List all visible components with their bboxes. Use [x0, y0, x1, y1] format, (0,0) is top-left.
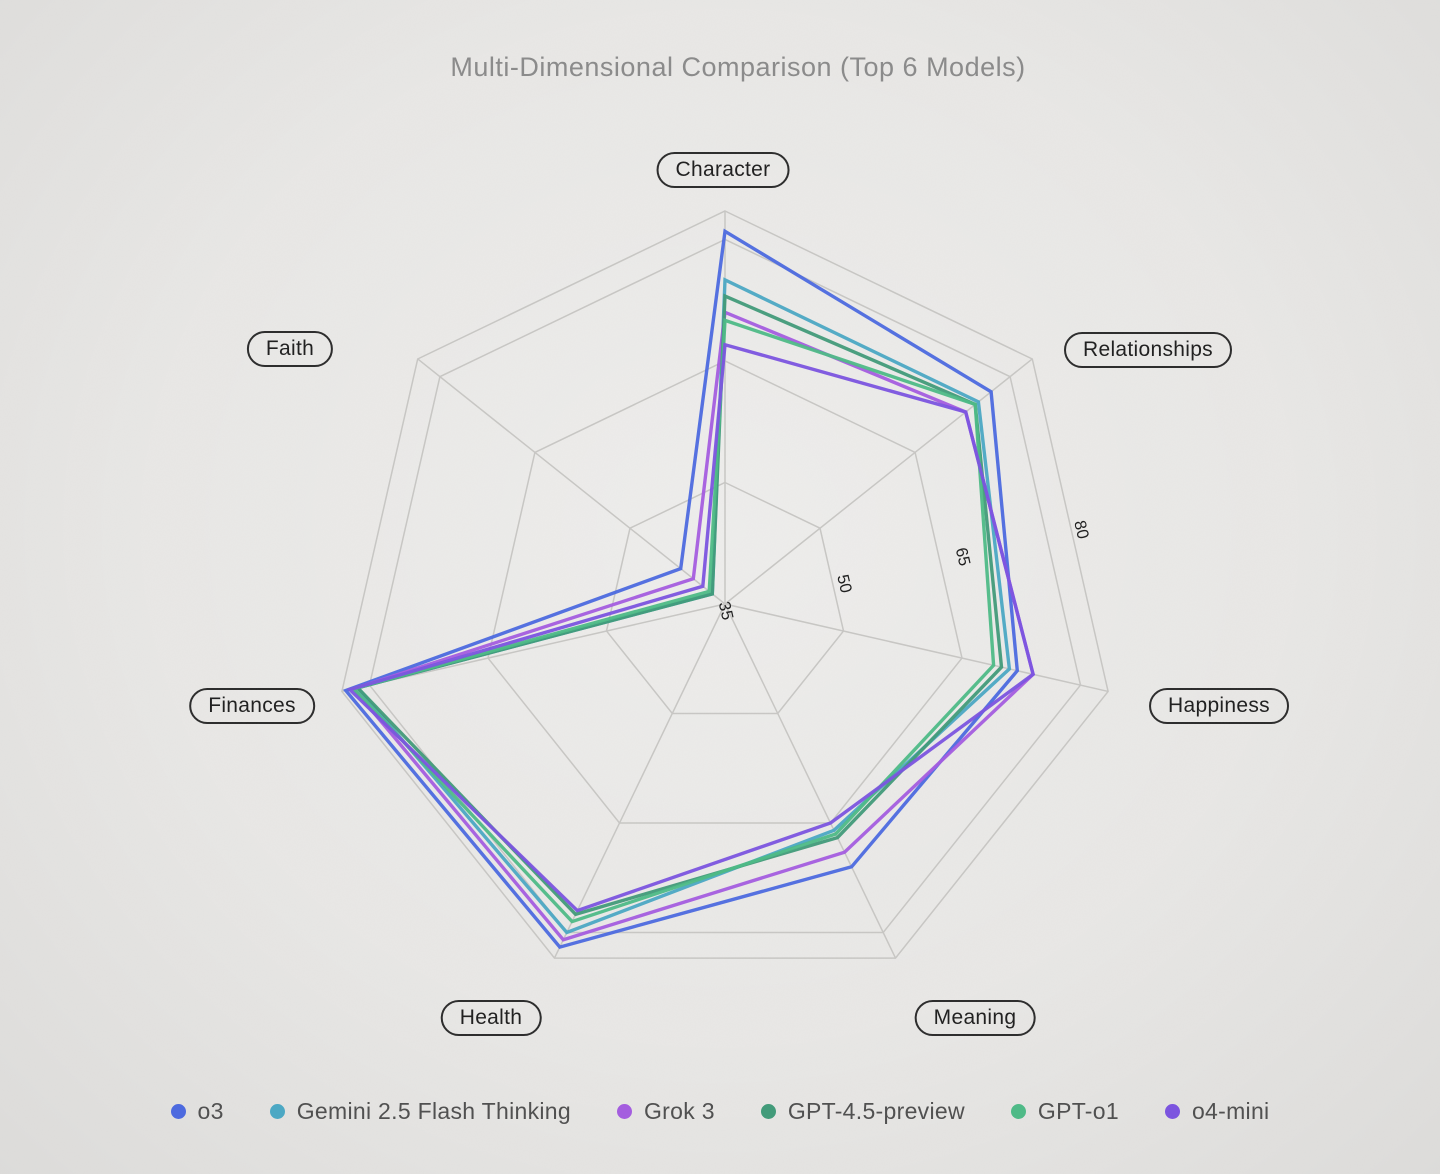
axis-spoke-meaning	[724, 603, 897, 959]
axis-label-relationships: Relationships	[1064, 332, 1232, 368]
axis-label-happiness: Happiness	[1149, 688, 1289, 724]
legend-label: Gemini 2.5 Flash Thinking	[296, 1098, 571, 1124]
legend-marker-icon	[1164, 1104, 1180, 1119]
legend-item-gpt-4-5-preview[interactable]: GPT-4.5-preview	[760, 1098, 965, 1125]
axis-label-finances: Finances	[189, 688, 315, 724]
axis-label-faith: Faith	[246, 331, 334, 367]
legend-item-gemini-2-5-flash-thinking[interactable]: Gemini 2.5 Flash Thinking	[269, 1098, 571, 1125]
axis-label-health: Health	[440, 1000, 542, 1036]
legend-label: o4-mini	[1191, 1098, 1270, 1124]
legend-label: o3	[197, 1098, 224, 1124]
legend-marker-icon	[269, 1104, 285, 1119]
legend-marker-icon	[616, 1104, 632, 1119]
axis-spoke-happiness	[724, 603, 1109, 693]
legend: o3 Gemini 2.5 Flash Thinking Grok 3 GPT-4.5…	[0, 1098, 1440, 1125]
legend-item-o4-mini[interactable]: o4-mini	[1164, 1098, 1270, 1125]
radial-tick-65: 65	[952, 546, 974, 568]
series-trace-o4-mini[interactable]	[346, 342, 1036, 913]
legend-item-gpt-o1[interactable]: GPT-o1	[1010, 1098, 1119, 1125]
legend-label: Grok 3	[643, 1098, 715, 1124]
series-trace-grok-3[interactable]	[350, 309, 1035, 942]
axis-label-character: Character	[656, 152, 790, 188]
legend-marker-icon	[170, 1104, 186, 1119]
series-trace-o3[interactable]	[342, 228, 1020, 950]
legend-item-o3[interactable]: o3	[170, 1098, 224, 1125]
legend-label: GPT-o1	[1037, 1098, 1119, 1124]
legend-marker-icon	[760, 1104, 776, 1119]
radial-tick-50: 50	[833, 573, 855, 595]
axis-spoke-faith	[417, 358, 726, 605]
series-trace-gpt-o1[interactable]	[350, 318, 996, 924]
legend-item-grok-3[interactable]: Grok 3	[616, 1098, 715, 1125]
axis-label-meaning: Meaning	[914, 1000, 1036, 1036]
legend-marker-icon	[1010, 1104, 1026, 1119]
legend-label: GPT-4.5-preview	[787, 1098, 965, 1124]
